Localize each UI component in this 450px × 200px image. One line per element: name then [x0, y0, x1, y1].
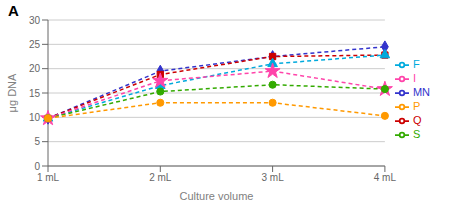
html-text:I: I: [412, 71, 416, 84]
svg-text:2 mL: 2 mL: [149, 172, 172, 183]
svg-text:25: 25: [29, 39, 41, 50]
html-text:F: F: [412, 57, 420, 70]
svg-text:15: 15: [29, 88, 41, 99]
svg-text:5: 5: [34, 136, 40, 147]
svg-text:20: 20: [29, 63, 41, 74]
svg-text:4 mL: 4 mL: [374, 172, 397, 183]
html-text:MN: MN: [412, 85, 430, 98]
svg-text:30: 30: [29, 15, 41, 26]
html-text:Q: Q: [412, 114, 422, 127]
html-text:A: A: [8, 2, 19, 19]
svg-text:μg DNA: μg DNA: [8, 73, 18, 112]
svg-text:0: 0: [34, 161, 40, 172]
svg-text:3 mL: 3 mL: [261, 172, 284, 183]
html-text:P: P: [412, 100, 421, 112]
svg-text:10: 10: [29, 112, 41, 123]
svg-text:Culture volume: Culture volume: [179, 190, 253, 200]
html-text:S: S: [412, 128, 421, 141]
svg-text:1 mL: 1 mL: [37, 172, 60, 183]
